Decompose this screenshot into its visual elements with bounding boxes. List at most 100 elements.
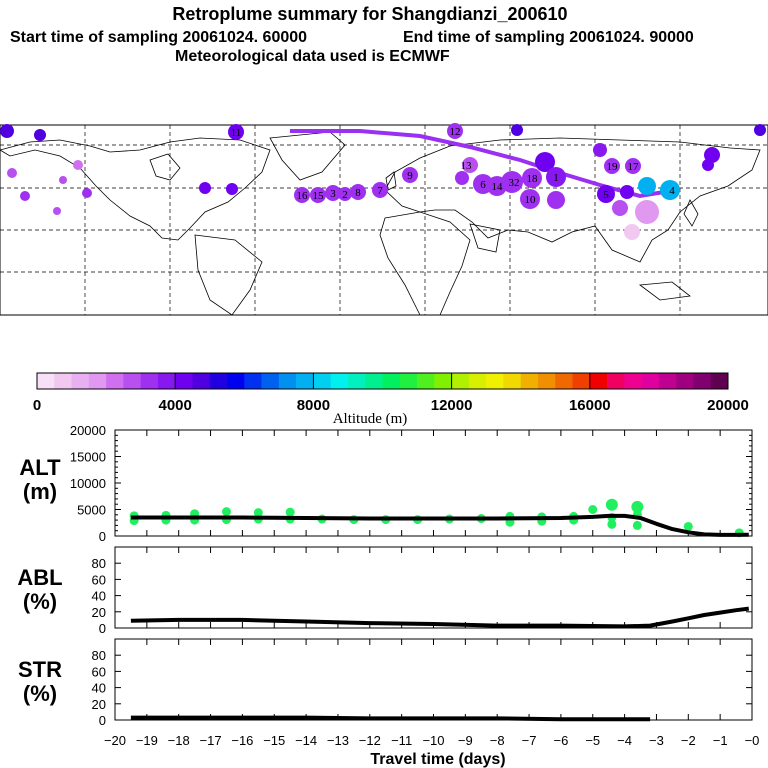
plume-bubble (0, 124, 14, 138)
plume-bubble (635, 200, 659, 224)
colorbar-cell (37, 373, 55, 389)
colorbar-cell (520, 373, 539, 389)
colorbar-tick-label: 16000 (569, 397, 611, 414)
colorbar-tick-label: 4000 (159, 397, 192, 414)
map-day-label: 12 (450, 126, 461, 138)
altitude-point (632, 520, 642, 530)
x-tick-label: −19 (136, 733, 158, 748)
x-tick-label: −16 (231, 733, 253, 748)
y-axis-label: (%) (23, 681, 57, 706)
y-axis-label: ABL (17, 565, 62, 590)
colorbar-tick-label: 12000 (431, 397, 473, 414)
x-tick-label: −17 (200, 733, 222, 748)
plume-bubble (660, 180, 680, 200)
altitude-point (588, 505, 598, 514)
colorbar-cell (157, 373, 176, 389)
altitude-series-line (130, 513, 749, 537)
colorbar-title: Altitude (m) (333, 411, 408, 427)
plume-bubble (612, 200, 628, 216)
y-tick-label: 15000 (70, 450, 106, 465)
plume-bubble (546, 167, 566, 187)
colorbar-cell (451, 373, 470, 389)
panel-altitude: 0 5000 10000 15000 20000 ALT(m) (19, 423, 753, 544)
x-tick-label: −8 (490, 733, 505, 748)
figure-title: Retroplume summary for Shangdianzi_20061… (172, 4, 567, 24)
plume-bubble (624, 224, 640, 240)
start-time-label: Start time of sampling 20061024. 60000 (10, 29, 307, 46)
colorbar-cell (192, 373, 211, 389)
plume-bubble (34, 129, 46, 141)
colorbar-cell (330, 373, 349, 389)
str-series-line (130, 715, 651, 722)
map-day-label: 15 (313, 190, 325, 202)
plume-bubble (620, 185, 634, 199)
x-tick-label: −18 (168, 733, 190, 748)
plume-bubble (402, 167, 418, 183)
colorbar-frame (36, 372, 729, 390)
map-day-label: 4 (669, 185, 675, 197)
colorbar-cell (227, 373, 245, 389)
colorbar-tick-label: 8000 (297, 397, 330, 414)
map-graticule (0, 125, 768, 315)
colorbar-cell (710, 373, 729, 389)
altitude-colorbar: 0 4000 8000 12000 16000 20000 Altitude (m) (33, 372, 749, 427)
colorbar-cell (296, 373, 314, 389)
x-tick-label: −9 (458, 733, 473, 748)
map-day-label: 16 (297, 190, 309, 202)
colorbar-cell (537, 373, 556, 389)
plume-bubble (455, 171, 469, 185)
plume-bubble (7, 168, 17, 178)
colorbar-cell (641, 373, 660, 389)
colorbar-cell (244, 373, 262, 389)
colorbar-cell (278, 373, 297, 389)
colorbar-cell (417, 373, 435, 389)
plume-bubble (199, 182, 211, 194)
x-tick-label: −5 (585, 733, 600, 748)
y-tick-label: 40 (92, 589, 106, 604)
y-tick-label: 60 (92, 664, 106, 679)
x-tick-label: −13 (327, 733, 349, 748)
plume-bubble (228, 124, 244, 140)
colorbar-cell (382, 373, 401, 389)
plume-bubble (604, 158, 620, 174)
colorbar-cell (54, 373, 72, 389)
plume-bubble (625, 158, 641, 174)
x-tick-label: −15 (263, 733, 285, 748)
plume-bubble (53, 207, 61, 215)
plume-bubble (310, 187, 326, 203)
colorbar-cells (37, 373, 729, 389)
map-day-label: 3 (330, 188, 336, 200)
colorbar-cell (88, 373, 107, 389)
altitude-point (607, 519, 617, 529)
plume-bubble (754, 124, 766, 136)
time-series-panels: 05000100001500020000ALT(m)020406080ABL(%… (17, 423, 759, 768)
x-tick-label: −4 (617, 733, 632, 748)
map-day-label: 7 (377, 185, 383, 197)
colorbar-cell (313, 373, 331, 389)
y-tick-label: 5000 (77, 503, 106, 518)
colorbar-cell (693, 373, 712, 389)
altitude-point (253, 508, 263, 518)
trajectory-map: 12 13 9 16 15 3 2 8 7 10 14 32 5 4 11 6 … (0, 123, 768, 316)
x-tick-label: −2 (681, 733, 696, 748)
colorbar-cell (503, 373, 521, 389)
plume-bubble (294, 187, 310, 203)
plume-bubble (593, 143, 607, 157)
y-tick-label: 10000 (70, 476, 106, 491)
y-axis-label: STR (18, 657, 62, 682)
map-day-label: 14 (492, 181, 504, 193)
colorbar-cell (261, 373, 280, 389)
colorbar-cell (175, 373, 193, 389)
plume-bubble (702, 159, 714, 171)
colorbar-cell (434, 373, 452, 389)
colorbar-tick-label: 20000 (707, 397, 749, 414)
map-day-label: 11 (231, 127, 242, 139)
colorbar-cell (658, 373, 677, 389)
plume-bubble (597, 185, 615, 203)
y-tick-label: 20000 (70, 423, 106, 438)
y-tick-label: 20 (92, 605, 106, 620)
y-axis-label: (%) (23, 589, 57, 614)
plume-day-labels: 12 13 9 16 15 3 2 8 7 10 14 32 5 4 11 6 … (231, 126, 676, 206)
